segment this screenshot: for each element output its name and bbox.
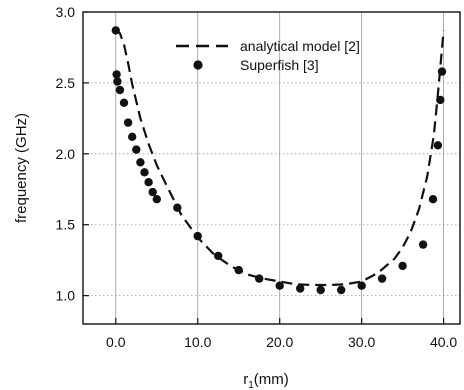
superfish-point — [119, 98, 129, 108]
superfish-point — [144, 178, 153, 187]
superfish-point — [148, 187, 157, 197]
superfish-point — [214, 251, 223, 261]
superfish-point — [173, 203, 182, 212]
superfish-point — [436, 95, 445, 105]
superfish-point — [296, 284, 305, 293]
analytical-model-line — [115, 29, 445, 287]
superfish-point — [437, 67, 447, 76]
axis-ticks: 0.0 10.0 20.0 30.0 40.0 1.0 1.5 2.0 2.5 3.0 — [56, 4, 458, 350]
superfish-point — [377, 274, 387, 283]
superfish-point — [337, 285, 346, 295]
legend-label-superfish: Superfish [3] — [240, 57, 319, 73]
superfish-points — [111, 26, 447, 295]
superfish-point — [275, 281, 284, 290]
superfish-point — [112, 70, 121, 79]
superfish-point — [128, 132, 137, 141]
x-axis-label-unit: (mm) — [254, 371, 289, 388]
x-axis-label-subscript: 1 — [248, 380, 254, 390]
plot-area — [83, 12, 460, 324]
superfish-point — [398, 261, 407, 271]
y-tick-label: 3.0 — [56, 4, 76, 20]
x-tick-label: 10.0 — [184, 334, 211, 350]
x-tick-label: 30.0 — [348, 334, 375, 350]
plot-frame — [82, 11, 461, 325]
superfish-point — [418, 240, 428, 249]
superfish-point — [193, 231, 202, 241]
superfish-point — [357, 281, 366, 290]
y-tick-label: 2.0 — [56, 146, 76, 162]
superfish-point — [255, 274, 264, 283]
superfish-point — [433, 141, 443, 150]
superfish-point — [152, 195, 161, 204]
superfish-point — [132, 145, 141, 154]
y-axis-label: frequency (GHz) — [13, 113, 30, 223]
x-tick-label: 20.0 — [266, 334, 293, 350]
superfish-point — [234, 265, 243, 275]
x-axis-label-main: r — [243, 371, 248, 388]
superfish-point — [140, 168, 149, 177]
superfish-point — [428, 195, 438, 204]
superfish-point — [113, 77, 122, 86]
x-axis-label: r1(mm) — [243, 371, 289, 390]
superfish-point — [136, 158, 145, 167]
legend-marker-swatch — [193, 60, 203, 70]
superfish-point — [123, 118, 133, 127]
x-tick-label: 40.0 — [430, 334, 457, 350]
analytical-model-curve — [115, 29, 445, 287]
superfish-point — [316, 285, 325, 295]
y-tick-label: 2.5 — [56, 75, 76, 91]
legend-label-analytical: analytical model [2] — [240, 38, 360, 54]
y-tick-label: 1.5 — [56, 217, 76, 233]
legend: analytical model [2] Superfish [3] — [176, 38, 360, 73]
y-tick-label: 1.0 — [56, 288, 76, 304]
x-tick-label: 0.0 — [106, 334, 126, 350]
superfish-point — [111, 26, 121, 35]
superfish-point — [115, 85, 125, 95]
